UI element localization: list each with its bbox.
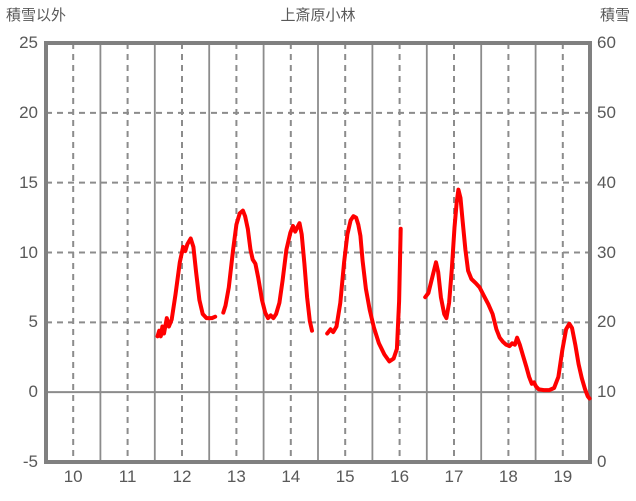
y-axis-right-tick-label: 50: [597, 102, 616, 122]
chart-title: 上斎原小林: [280, 7, 356, 24]
y-axis-left-tick-label: 25: [19, 33, 38, 52]
x-axis-tick-label: 17: [444, 467, 464, 486]
right-axis-title: 積雪: [599, 7, 630, 24]
x-axis-tick-label: 19: [553, 467, 573, 486]
y-axis-right-tick-label: 10: [597, 382, 616, 402]
series-line-segment: [423, 187, 592, 401]
y-axis-left-tick-label: 5: [28, 312, 38, 332]
y-axis-left-tick-label: 0: [28, 382, 38, 402]
x-axis-tick-label: 13: [226, 467, 246, 486]
series-line-segment: [325, 214, 403, 364]
y-axis-right-tick-label: 60: [597, 33, 616, 52]
y-axis-right-tick-label: 0: [597, 452, 607, 471]
y-axis-left-tick-label: -5: [22, 452, 38, 471]
plot-border: [44, 41, 592, 464]
x-axis-tick-label: 15: [335, 467, 355, 486]
x-axis-tick-label: 12: [172, 467, 192, 486]
y-axis-left-tick-label: 15: [19, 172, 38, 192]
left-axis-title: 積雪以外: [6, 7, 67, 24]
x-axis-tick-label: 11: [118, 467, 137, 486]
x-axis-tick-label: 14: [281, 467, 301, 486]
series-line-segment: [155, 236, 218, 339]
x-axis-tick-label: 18: [498, 467, 518, 486]
y-axis-left-tick-label: 10: [19, 242, 38, 262]
y-axis-left-tick-label: 20: [19, 102, 38, 122]
x-axis-tick-label: 10: [63, 467, 83, 486]
y-axis-right-tick-label: 40: [597, 172, 616, 192]
series-line-segment: [221, 208, 314, 333]
x-axis-tick-label: 16: [390, 467, 410, 486]
y-axis-right-tick-label: 20: [597, 312, 616, 332]
y-axis-right-tick-label: 30: [597, 242, 616, 262]
